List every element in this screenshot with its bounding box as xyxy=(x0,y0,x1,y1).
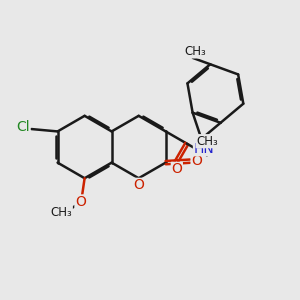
Text: CH₃: CH₃ xyxy=(51,206,72,219)
Text: CH₃: CH₃ xyxy=(196,135,218,148)
Text: HN: HN xyxy=(194,142,214,156)
Text: O: O xyxy=(75,195,86,209)
Text: Cl: Cl xyxy=(16,120,30,134)
Text: O: O xyxy=(171,163,182,176)
Text: O: O xyxy=(191,154,202,168)
Text: CH₃: CH₃ xyxy=(184,45,206,58)
Text: O: O xyxy=(133,178,144,192)
